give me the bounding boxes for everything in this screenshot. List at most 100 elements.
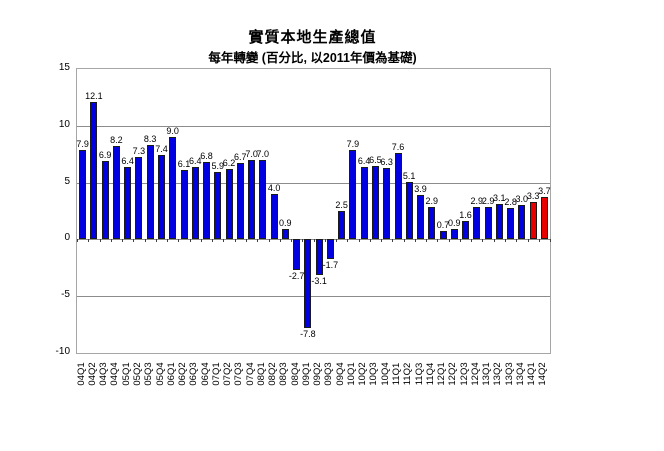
category-tick (516, 239, 518, 243)
bar-08Q1 (259, 159, 267, 240)
category-tick (110, 239, 112, 243)
category-tick (223, 239, 225, 243)
category-tick (178, 239, 180, 243)
gridline (77, 296, 550, 298)
category-tick (482, 239, 484, 243)
bar-09Q3 (326, 239, 334, 259)
bar-value-label: -2.7 (288, 271, 305, 282)
bar-11Q1 (394, 153, 402, 240)
bar-value-label: 7.3 (132, 145, 146, 156)
category-tick (448, 239, 450, 243)
x-tick-label: 04Q4 (109, 362, 121, 386)
category-tick (324, 239, 326, 243)
category-tick (358, 239, 360, 243)
category-tick (347, 239, 349, 243)
bar-value-label: 7.4 (155, 144, 168, 155)
category-tick (550, 239, 551, 243)
category-tick (133, 239, 135, 243)
bar-13Q3 (507, 207, 515, 240)
x-tick-label: 04Q1 (75, 362, 87, 386)
x-tick-label: 08Q3 (278, 362, 290, 386)
x-tick-label: 07Q3 (233, 362, 245, 386)
bar-value-label: 2.8 (504, 196, 517, 207)
bar-10Q2 (360, 166, 368, 240)
bar-value-label: 6.2 (222, 158, 236, 168)
bar-value-label: 6.1 (177, 159, 191, 170)
bar-14Q1 (529, 201, 537, 240)
bar-value-label: 6.3 (380, 156, 393, 167)
category-tick (234, 239, 236, 243)
gridline (77, 125, 550, 127)
bar-05Q2 (135, 156, 143, 240)
x-tick-label: 13Q2 (492, 362, 504, 386)
category-tick (369, 239, 371, 243)
bar-value-label: 3.9 (414, 184, 427, 195)
bar-value-label: 6.4 (357, 155, 371, 166)
category-tick (459, 239, 461, 243)
bar-value-label: 2.5 (335, 200, 348, 210)
y-tick-label: 0 (64, 232, 70, 244)
x-tick-label: 13Q3 (503, 362, 515, 386)
bar-11Q3 (417, 195, 424, 240)
bar-value-label: 8.3 (143, 134, 157, 145)
bar-value-label: 6.4 (189, 155, 202, 166)
y-tick-label: -10 (55, 346, 70, 357)
bar-value-label: -1.7 (322, 259, 339, 270)
x-tick-label: 12Q2 (447, 362, 459, 386)
bar-12Q4 (473, 206, 481, 240)
x-tick-label: 06Q1 (165, 362, 177, 386)
x-tick-label: 05Q3 (143, 362, 155, 386)
category-tick (437, 239, 439, 243)
x-tick-label: 14Q2 (537, 362, 549, 386)
bar-13Q4 (518, 205, 526, 240)
bar-value-label: 2.9 (481, 195, 495, 206)
category-tick (279, 239, 281, 243)
bar-09Q1 (304, 239, 312, 328)
bar-09Q2 (315, 239, 323, 275)
x-tick-label: 06Q3 (188, 362, 200, 386)
bar-06Q2 (180, 170, 188, 240)
bar-06Q3 (191, 166, 199, 240)
category-tick (144, 239, 146, 243)
bar-value-label: 8.2 (110, 135, 123, 146)
x-tick-label: 11Q2 (402, 362, 414, 386)
category-tick (493, 239, 495, 243)
category-tick (245, 239, 247, 243)
bar-value-label: 7.0 (245, 148, 258, 159)
x-tick-label: 12Q4 (469, 362, 481, 386)
category-tick (268, 239, 270, 243)
category-tick (527, 239, 529, 243)
x-tick-label: 11Q4 (424, 362, 436, 386)
bar-04Q1 (79, 149, 87, 240)
category-tick (392, 239, 394, 243)
bar-12Q1 (439, 231, 447, 240)
bar-07Q2 (225, 169, 233, 240)
y-tick-label: 15 (58, 62, 70, 73)
category-tick (189, 239, 191, 243)
x-tick-label: 11Q3 (413, 362, 425, 386)
bar-12Q2 (450, 229, 458, 240)
bar-value-label: 4.0 (267, 183, 281, 193)
bar-value-label: 3.3 (526, 190, 540, 201)
category-tick (538, 239, 540, 243)
category-tick (414, 239, 416, 243)
bar-04Q4 (112, 146, 120, 240)
bar-05Q3 (146, 145, 154, 240)
bar-value-label: 5.9 (211, 161, 225, 172)
category-tick (77, 239, 78, 243)
category-tick (426, 239, 428, 243)
bar-13Q2 (495, 204, 503, 240)
x-tick-label: 10Q4 (379, 362, 391, 386)
bar-05Q1 (124, 166, 132, 240)
bar-06Q4 (203, 162, 210, 240)
x-tick-label: 08Q4 (289, 362, 301, 386)
bar-10Q1 (349, 149, 357, 240)
x-tick-label: 09Q4 (334, 362, 346, 386)
bar-value-label: 12.1 (85, 90, 103, 101)
category-tick (257, 239, 259, 243)
bar-08Q2 (270, 194, 278, 240)
x-tick-label: 10Q3 (368, 362, 380, 386)
bar-value-label: -3.1 (311, 275, 327, 286)
plot-area: 7.9 12.1 6.9 8.2 6.4 7.3 8.3 7.4 9.0 6.1 6.4 6.8 5.9… (76, 68, 551, 354)
